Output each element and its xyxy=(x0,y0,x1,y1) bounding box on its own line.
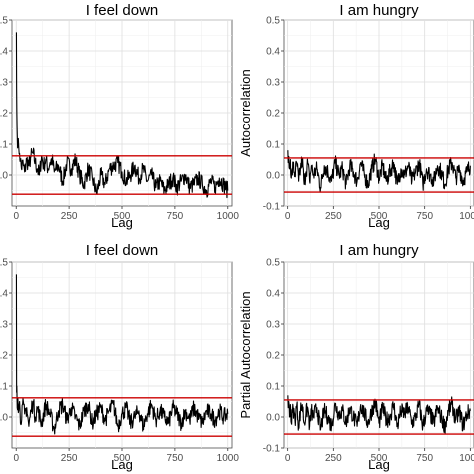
y-tick-label: 0.4 xyxy=(266,289,280,300)
y-tick-label: 0.2 xyxy=(266,351,280,362)
x-axis-label: Lag xyxy=(111,457,133,472)
y-tick-label: .5 xyxy=(0,16,8,27)
y-tick-label: .0 xyxy=(0,171,8,182)
x-axis-label: Lag xyxy=(368,457,390,472)
x-tick-label: 500 xyxy=(371,211,388,222)
x-tick-label: 0 xyxy=(285,453,291,464)
y-tick-label: .3 xyxy=(0,78,8,89)
x-tick-label: 250 xyxy=(325,453,342,464)
x-tick-label: 500 xyxy=(371,453,388,464)
x-axis-label: Lag xyxy=(111,215,133,230)
chart-title: I feel down xyxy=(86,2,159,19)
chart-panel-4: 0 250 500 750 1000 -0.1 0.0 0.1 0.2 0.3 0.4 0.5 I am… xyxy=(238,242,474,472)
x-tick-label: 1000 xyxy=(217,211,240,222)
chart-title: I am hungry xyxy=(339,242,419,259)
x-tick-label: 1000 xyxy=(217,453,240,464)
x-tick-label: 500 xyxy=(114,211,131,222)
chart-panel-3: 0 250 500 750 1000 .0 .1 .2 .3 .4 .5 I feel down Lag xyxy=(0,242,239,472)
y-tick-label: 0.5 xyxy=(266,258,280,269)
y-tick-label: .4 xyxy=(0,289,8,300)
y-tick-label: .1 xyxy=(0,382,8,393)
series-line xyxy=(287,395,471,434)
y-tick-label: -0.1 xyxy=(263,202,281,213)
x-tick-label: 0 xyxy=(13,211,19,222)
chart-panel-2: 0 250 500 750 1000 -0.1 0.0 0.1 0.2 0.3 0.4 0.5 I am… xyxy=(238,2,474,230)
y-tick-label: 0.3 xyxy=(266,78,280,89)
x-tick-label: 1000 xyxy=(459,453,474,464)
y-tick-label: 0.4 xyxy=(266,47,280,58)
y-tick-label: 0.1 xyxy=(266,382,280,393)
y-tick-label: 0.0 xyxy=(266,413,280,424)
y-tick-label: .1 xyxy=(0,140,8,151)
x-tick-label: 0 xyxy=(13,453,19,464)
y-tick-label: -0.1 xyxy=(263,444,281,455)
x-tick-label: 750 xyxy=(416,211,433,222)
y-tick-label: .3 xyxy=(0,320,8,331)
y-tick-label: 0.5 xyxy=(266,16,280,27)
chart-panel-1: 0 250 500 750 1000 .0 .1 .2 .3 .4 .5 I feel down Lag xyxy=(0,2,239,230)
y-tick-label: 0.1 xyxy=(266,140,280,151)
y-tick-label: .5 xyxy=(0,258,8,269)
x-tick-label: 500 xyxy=(114,453,131,464)
x-tick-label: 750 xyxy=(167,211,184,222)
y-axis-label: Partial Autocorrelation xyxy=(238,291,253,418)
x-tick-label: 250 xyxy=(325,211,342,222)
x-tick-label: 250 xyxy=(61,211,78,222)
y-tick-label: .4 xyxy=(0,47,8,58)
chart-title: I feel down xyxy=(86,242,159,259)
x-tick-label: 750 xyxy=(416,453,433,464)
y-tick-label: .0 xyxy=(0,413,8,424)
series-line xyxy=(15,32,229,199)
y-tick-label: 0.2 xyxy=(266,109,280,120)
x-tick-label: 250 xyxy=(61,453,78,464)
series-line xyxy=(15,274,229,435)
y-tick-label: 0.3 xyxy=(266,320,280,331)
x-axis-label: Lag xyxy=(368,215,390,230)
x-tick-label: 750 xyxy=(167,453,184,464)
chart-title: I am hungry xyxy=(339,2,419,19)
x-tick-label: 1000 xyxy=(459,211,474,222)
x-tick-label: 0 xyxy=(285,211,291,222)
y-tick-label: .2 xyxy=(0,351,8,362)
y-tick-label: .2 xyxy=(0,109,8,120)
y-tick-label: 0.0 xyxy=(266,171,280,182)
y-axis-label: Autocorrelation xyxy=(238,69,253,156)
series-line xyxy=(287,150,471,193)
